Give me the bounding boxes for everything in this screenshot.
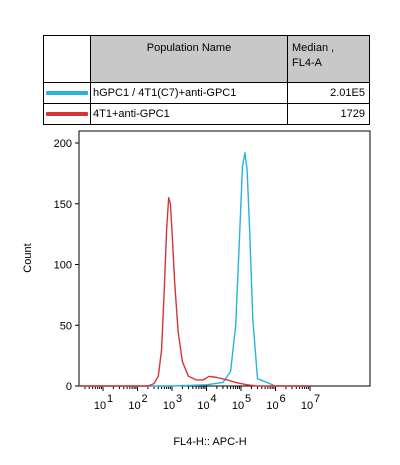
y-tick-label: 0 (66, 381, 72, 393)
x-tick-exponent: 6 (279, 393, 285, 405)
x-tick-label: 10 (94, 400, 106, 412)
legend-swatch-red (46, 112, 88, 116)
legend-swatch-cell (43, 103, 91, 125)
series-layer (79, 151, 310, 387)
legend-row-label: 4T1+anti-GPC1 (90, 103, 288, 125)
y-tick-label: 200 (54, 138, 72, 150)
x-tick-label: 10 (128, 400, 140, 412)
median-header-line1: Median , (292, 42, 335, 54)
legend-header-row: Population Name Median , FL4-A (43, 35, 370, 83)
legend-swatch-cyan (46, 91, 88, 95)
x-tick-label: 10 (163, 400, 175, 412)
legend-header-blank (43, 35, 91, 83)
x-tick-label: 10 (266, 400, 278, 412)
x-tick-exponent: 3 (176, 393, 182, 405)
x-tick-exponent: 7 (314, 393, 320, 405)
y-tick-label: 50 (60, 320, 72, 332)
legend-row-label: hGPC1 / 4T1(C7)+anti-GPC1 (90, 82, 288, 104)
x-tick-exponent: 5 (245, 393, 251, 405)
y-axis-title: Count (22, 243, 34, 272)
x-tick-exponent: 4 (210, 393, 216, 405)
legend-row: 4T1+anti-GPC1 1729 (43, 103, 370, 125)
y-tick-label: 100 (54, 260, 72, 272)
x-tick-label: 10 (232, 400, 244, 412)
plot-frame (78, 130, 371, 387)
legend-row-value: 1729 (287, 103, 370, 125)
median-header-line2: FL4-A (292, 57, 322, 69)
legend-table: Population Name Median , FL4-A hGPC1 / 4… (43, 35, 370, 125)
x-tick-exponent: 2 (141, 393, 147, 405)
x-axis-title: FL4-H:: APC-H (173, 436, 246, 448)
series-line (79, 196, 310, 387)
median-header: Median , FL4-A (287, 35, 370, 83)
y-axis: 0 50 100 150 200 (54, 138, 79, 393)
x-tick-exponent: 1 (107, 393, 113, 405)
x-tick-label: 10 (301, 400, 313, 412)
population-name-header: Population Name (90, 35, 288, 83)
legend-row: hGPC1 / 4T1(C7)+anti-GPC1 2.01E5 (43, 82, 370, 104)
series-line (79, 151, 310, 387)
x-tick-label: 10 (197, 400, 209, 412)
y-tick-label: 150 (54, 199, 72, 211)
